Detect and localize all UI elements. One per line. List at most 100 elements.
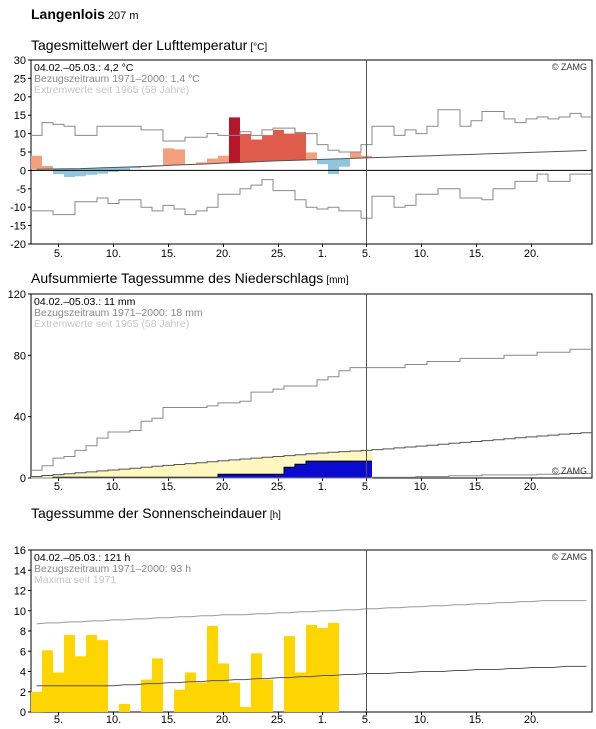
sunshine-bar bbox=[53, 672, 64, 712]
y-tick-label: 0 bbox=[20, 473, 26, 485]
sunshine-bar bbox=[185, 672, 196, 712]
x-tick-label: 15. bbox=[161, 248, 176, 260]
temperature-bar bbox=[130, 166, 141, 169]
precipitation-deficit-area bbox=[196, 462, 207, 478]
copyright-label: © ZAMG bbox=[552, 62, 587, 72]
copyright-label: © ZAMG bbox=[552, 552, 587, 562]
sunshine-bar bbox=[328, 622, 339, 712]
precipitation-min-line bbox=[31, 472, 592, 479]
sunshine-bar bbox=[97, 640, 108, 712]
temperature-bar bbox=[75, 168, 86, 177]
extreme-max-line bbox=[31, 109, 592, 153]
precipitation-deficit-area bbox=[339, 451, 350, 462]
x-tick-label: 20. bbox=[524, 248, 539, 260]
x-tick-label: 5. bbox=[362, 248, 371, 260]
precipitation-deficit-area bbox=[64, 473, 75, 478]
annotation-line: 04.02.–05.03.: 121 h bbox=[34, 552, 130, 564]
sunshine-bar bbox=[119, 703, 130, 712]
x-tick-label: 15. bbox=[469, 481, 484, 493]
x-tick-label: 10. bbox=[106, 714, 121, 726]
station-elevation: 207 m bbox=[107, 10, 139, 22]
annotation-line: Maxima seit 1971 bbox=[34, 574, 116, 586]
sunshine-bar bbox=[295, 672, 306, 712]
temperature-bar bbox=[119, 167, 130, 171]
precipitation-deficit-area bbox=[207, 461, 218, 478]
y-tick-label: 14 bbox=[14, 565, 26, 577]
sunshine-title-text: Tagessumme der Sonnenscheindauer bbox=[31, 505, 267, 521]
copyright-label: © ZAMG bbox=[552, 466, 587, 476]
temperature-bar bbox=[262, 135, 273, 162]
precipitation-deficit-area bbox=[306, 453, 317, 462]
sunshine-bar bbox=[229, 682, 240, 712]
y-tick-label: 8 bbox=[20, 626, 26, 638]
sunshine-unit: [h] bbox=[269, 510, 281, 521]
sunshine-bar bbox=[218, 663, 229, 712]
x-tick-label: 20. bbox=[524, 481, 539, 493]
precipitation-chart-title: Aufsummierte Tagessumme des Niederschlag… bbox=[31, 270, 349, 286]
x-tick-label: 10. bbox=[414, 248, 429, 260]
precipitation-title-text: Aufsummierte Tagessumme des Niederschlag… bbox=[31, 270, 324, 286]
x-tick-label: 5. bbox=[362, 481, 371, 493]
y-tick-label: 6 bbox=[20, 646, 26, 658]
y-tick-label: 12 bbox=[14, 586, 26, 598]
sunshine-chart-title: Tagessumme der Sonnenscheindauer [h] bbox=[31, 505, 281, 521]
y-tick-label: -5 bbox=[16, 184, 26, 196]
annotation-line: Bezugszeitraum 1971–2000: 18 mm bbox=[34, 307, 203, 319]
temperature-title-text: Tagesmittelwert der Lufttemperatur bbox=[31, 37, 248, 53]
sunshine-bar bbox=[251, 653, 262, 712]
precipitation-current-line bbox=[31, 460, 372, 479]
y-tick-label: 25 bbox=[14, 73, 26, 85]
temperature-bar bbox=[86, 168, 97, 175]
temperature-bar bbox=[218, 155, 229, 164]
temperature-bar bbox=[229, 117, 240, 163]
x-tick-label: 20. bbox=[216, 248, 231, 260]
x-tick-label: 20. bbox=[216, 481, 231, 493]
temperature-bar bbox=[350, 152, 361, 159]
precipitation-deficit-area bbox=[328, 452, 339, 462]
precipitation-max-line bbox=[31, 348, 592, 471]
precipitation-deficit-area bbox=[218, 460, 229, 475]
sunshine-bar bbox=[240, 706, 251, 712]
precipitation-deficit-area bbox=[251, 458, 262, 475]
temperature-bar bbox=[339, 158, 350, 167]
precipitation-deficit-area bbox=[97, 470, 108, 478]
x-tick-label: 10. bbox=[106, 248, 121, 260]
x-tick-label: 25. bbox=[271, 481, 286, 493]
temperature-bar bbox=[317, 159, 328, 165]
y-tick-label: -10 bbox=[10, 202, 26, 214]
sunshine-bar bbox=[31, 691, 42, 713]
precipitation-deficit-area bbox=[284, 455, 295, 468]
y-tick-label: 10 bbox=[14, 129, 26, 141]
precipitation-deficit-area bbox=[174, 464, 185, 478]
y-tick-label: 20 bbox=[14, 92, 26, 104]
precipitation-current-bar bbox=[218, 474, 229, 478]
y-tick-label: -15 bbox=[10, 221, 26, 233]
x-tick-label: 5. bbox=[54, 714, 63, 726]
temperature-bar bbox=[196, 162, 207, 165]
extreme-min-line bbox=[31, 173, 592, 219]
precipitation-current-bar bbox=[350, 461, 361, 478]
precipitation-deficit-area bbox=[75, 472, 86, 478]
sunshine-bar bbox=[75, 656, 86, 712]
temperature-bar bbox=[251, 139, 262, 162]
x-tick-label: 5. bbox=[54, 248, 63, 260]
precipitation-deficit-area bbox=[86, 471, 97, 478]
x-tick-label: 15. bbox=[161, 481, 176, 493]
precipitation-deficit-area bbox=[42, 475, 53, 478]
precipitation-current-bar bbox=[240, 474, 251, 478]
temperature-bar bbox=[108, 167, 119, 172]
precipitation-unit: [mm] bbox=[326, 275, 349, 286]
annotation-line: Extremwerte seit 1965 (58 Jahre) bbox=[34, 318, 189, 330]
precipitation-deficit-area bbox=[240, 459, 251, 475]
temperature-bar bbox=[174, 149, 185, 165]
sunshine-bar bbox=[196, 682, 207, 712]
x-tick-label: 20. bbox=[524, 714, 539, 726]
precipitation-deficit-area bbox=[350, 451, 361, 462]
x-tick-label: 10. bbox=[414, 481, 429, 493]
temperature-bar bbox=[53, 168, 64, 175]
station-name: Langenlois bbox=[31, 6, 105, 22]
precipitation-deficit-area bbox=[229, 459, 240, 475]
temperature-bar bbox=[163, 148, 174, 166]
annotation-line: Bezugszeitraum 1971–2000: 93 h bbox=[34, 563, 191, 575]
